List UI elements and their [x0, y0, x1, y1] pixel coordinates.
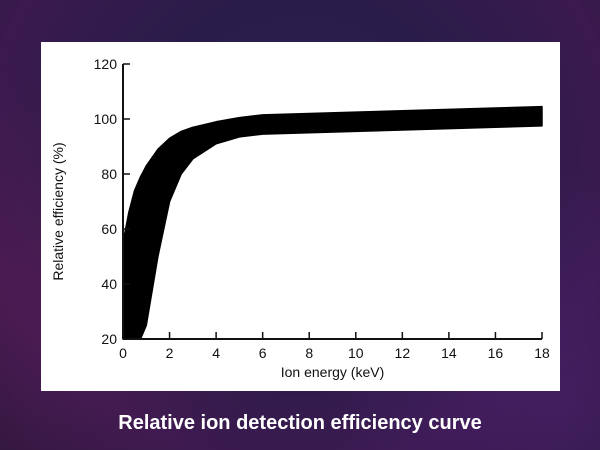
x-tick-label: 6	[259, 345, 267, 361]
y-tick-label: 20	[101, 331, 117, 347]
x-tick-label: 2	[166, 345, 174, 361]
y-tick-label: 100	[94, 111, 118, 127]
x-ticks: 0 2 4 6 8 10 12 14 16 18	[119, 332, 550, 361]
slide-caption: Relative ion detection efficiency curve	[0, 410, 600, 436]
x-tick-label: 0	[119, 345, 127, 361]
x-tick-label: 8	[305, 345, 313, 361]
x-tick-label: 4	[212, 345, 220, 361]
y-tick-label: 40	[101, 276, 117, 292]
x-tick-label: 12	[395, 345, 411, 361]
y-tick-label: 60	[101, 221, 117, 237]
x-tick-label: 18	[534, 345, 550, 361]
x-tick-label: 14	[441, 345, 457, 361]
x-tick-label: 16	[488, 345, 504, 361]
chart-panel: 20 40 60 80 100 120 0 2 4 6 8 10 12 14 16 18 Ion energ…	[41, 42, 560, 391]
x-tick-label: 10	[348, 345, 364, 361]
efficiency-band	[123, 107, 542, 339]
y-tick-label: 80	[101, 166, 117, 182]
y-axis-title: Relative efficiency (%)	[50, 142, 66, 280]
x-axis-title: Ion energy (keV)	[281, 364, 385, 380]
y-tick-label: 120	[94, 56, 118, 72]
efficiency-chart: 20 40 60 80 100 120 0 2 4 6 8 10 12 14 16 18 Ion energ…	[41, 42, 560, 391]
